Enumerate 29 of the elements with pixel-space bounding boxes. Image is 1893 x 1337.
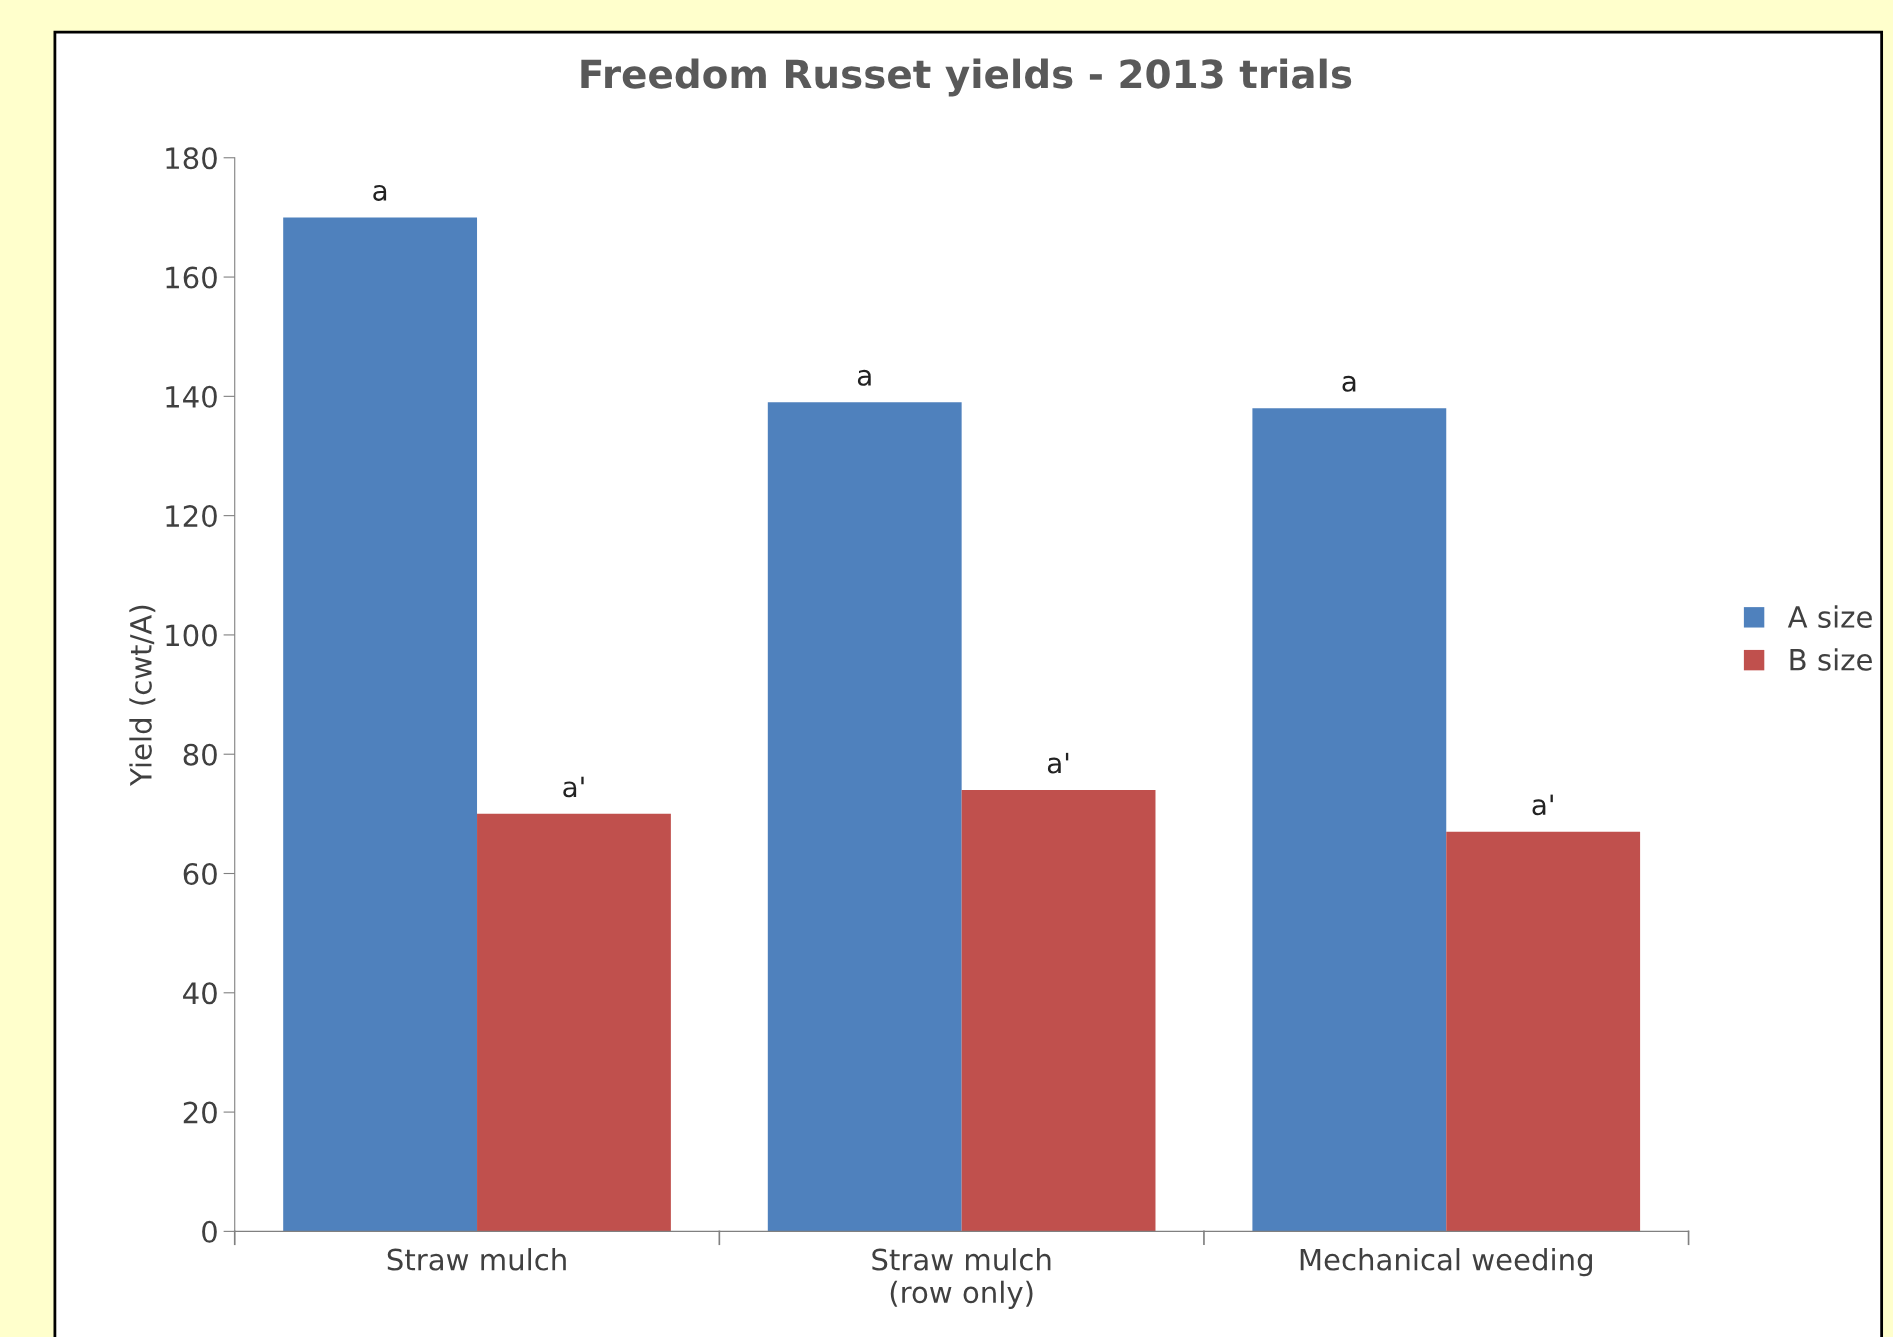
y-tick-label: 160 — [166, 266, 217, 289]
data-label: a — [857, 369, 871, 386]
bar — [1252, 408, 1447, 1232]
data-label: a — [373, 184, 387, 201]
x-tick-label: Straw mulch (row only) — [872, 1248, 1051, 1309]
x-tick-label: Mechanical weeding — [1300, 1248, 1592, 1277]
data-label: a' — [563, 776, 584, 798]
y-tick-label: 180 — [166, 147, 217, 170]
bar — [283, 217, 478, 1232]
data-label: a — [1342, 375, 1356, 392]
y-axis-title: Yield (cwt/A) — [129, 605, 156, 786]
bar — [961, 790, 1156, 1232]
y-tick-label: 20 — [183, 1101, 217, 1124]
legend-label: A size — [1787, 605, 1872, 628]
y-tick-label: 140 — [166, 385, 217, 408]
data-label: a' — [1047, 752, 1069, 774]
y-tick-label: 100 — [166, 624, 217, 647]
bar — [767, 402, 962, 1232]
data-label: a' — [1532, 794, 1553, 816]
bar — [1446, 831, 1641, 1232]
chart-title: Freedom Russet yields - 2013 trials — [581, 58, 1352, 97]
y-tick-label: 80 — [183, 743, 217, 766]
y-tick-label: 40 — [183, 982, 217, 1005]
legend-label: B size — [1790, 648, 1872, 671]
y-tick-label: 60 — [183, 862, 217, 885]
y-tick-label: 120 — [166, 505, 217, 528]
x-tick-label: Straw mulch — [387, 1248, 566, 1271]
bar — [477, 813, 671, 1232]
y-tick-label: 0 — [202, 1220, 217, 1243]
